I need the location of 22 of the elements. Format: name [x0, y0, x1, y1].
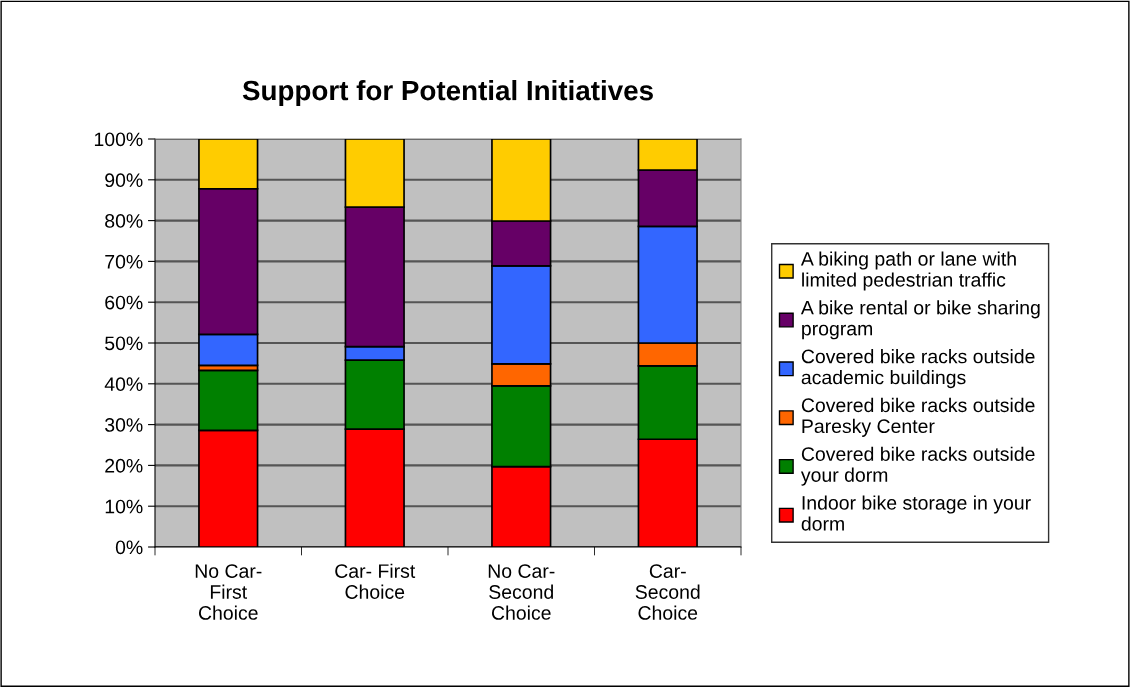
y-tick-label: 40% [104, 377, 143, 392]
y-tick-label: 70% [105, 254, 143, 269]
x-tick-label: No Car- Second Choice [488, 564, 555, 620]
y-tick-label: 10% [105, 499, 143, 514]
y-tick-label: 0% [115, 540, 143, 555]
x-tick-label: Car- Second Choice [635, 564, 700, 620]
legend-label: Covered bike racks outside Paresky Center [801, 397, 1035, 437]
legend-label: Covered bike racks outside academic buildings [801, 349, 1035, 389]
y-tick-label: 80% [105, 214, 143, 228]
y-tick-label: 60% [105, 295, 143, 310]
y-tick-label: 20% [105, 458, 143, 473]
chart-title: Support for Potential Initiatives [242, 79, 653, 106]
x-tick-label: Car- First Choice [335, 563, 416, 599]
x-tick-label: No Car- First Choice [195, 564, 262, 620]
y-tick-label: 90% [105, 173, 143, 188]
y-tick-label: 30% [105, 418, 143, 432]
legend-label: Indoor bike storage in your dorm [801, 495, 1031, 531]
y-tick-label: 50% [105, 336, 143, 351]
legend-label: A biking path or lane with limited pedestrian traffic [800, 251, 1016, 291]
y-tick-label: 100% [94, 132, 143, 147]
legend-label: A bike rental or bike sharing program [800, 300, 1040, 340]
legend-label: Covered bike racks outside your dorm [800, 446, 1035, 486]
